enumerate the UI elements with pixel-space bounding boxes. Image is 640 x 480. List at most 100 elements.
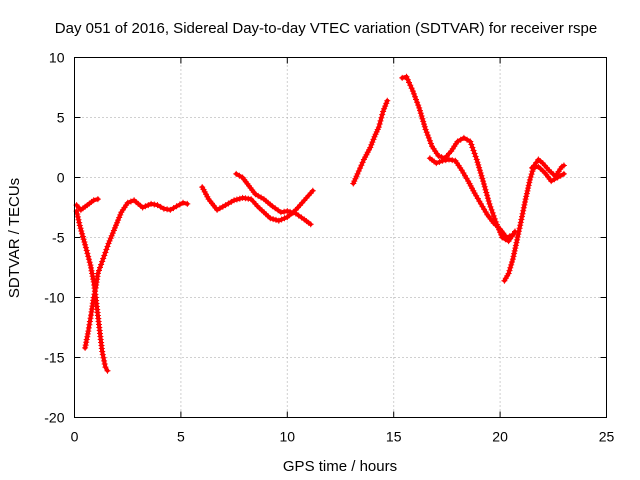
data-point <box>446 156 452 163</box>
data-point <box>88 267 95 274</box>
data-point <box>522 196 529 203</box>
data-point <box>236 172 243 179</box>
y-tick-label: -10 <box>44 290 64 306</box>
tick-labels: 0 5 10 15 20 25 10 5 0 -5 -10 -15 -20 <box>44 50 614 445</box>
data-point <box>488 206 495 213</box>
grid <box>74 57 607 418</box>
data-point <box>167 206 174 213</box>
data-point <box>74 213 81 220</box>
data-point <box>382 103 389 110</box>
data-point <box>358 162 365 169</box>
data-point <box>233 196 240 203</box>
data-point <box>378 114 385 121</box>
data-point <box>435 152 442 159</box>
data-point <box>85 256 92 263</box>
data-point <box>270 216 277 223</box>
data-point <box>442 157 449 164</box>
data-point <box>412 93 418 100</box>
data-point <box>526 179 533 186</box>
data-point <box>425 134 432 141</box>
data-point <box>457 136 464 143</box>
chart-title: Day 051 of 2016, Sidereal Day-to-day VTE… <box>55 20 597 37</box>
data-point <box>85 253 92 260</box>
data-point <box>142 203 149 210</box>
data-point <box>512 245 519 252</box>
data-point <box>548 178 555 185</box>
data-point <box>506 267 513 274</box>
data-point <box>102 249 109 256</box>
data-point <box>368 141 375 148</box>
data-point <box>399 74 406 81</box>
x-tick-label: 25 <box>599 429 615 445</box>
data-point <box>359 159 366 166</box>
data-point <box>417 107 423 114</box>
data-point <box>525 185 532 192</box>
data-point <box>74 211 81 217</box>
data-point <box>505 270 512 277</box>
data-point <box>522 199 528 205</box>
data-point <box>480 181 487 187</box>
plot-frame <box>74 57 607 418</box>
data-point <box>357 165 364 172</box>
data-point <box>418 113 425 119</box>
data-point <box>415 102 422 109</box>
data-point <box>78 228 85 234</box>
data-point <box>307 221 314 228</box>
data-point <box>508 261 515 268</box>
data-point <box>403 73 410 80</box>
data-point <box>464 136 471 143</box>
data-point <box>528 171 535 178</box>
data-point <box>519 210 526 217</box>
data-point <box>104 243 111 250</box>
data-point <box>483 189 490 196</box>
data-point <box>478 172 485 179</box>
y-tick-label: -20 <box>44 410 64 426</box>
data-point <box>523 190 530 197</box>
data-point <box>96 267 102 274</box>
data-point <box>421 121 427 128</box>
series-markers-8 <box>426 155 516 241</box>
data-point <box>480 178 487 185</box>
data-point <box>484 192 491 199</box>
data-point <box>103 246 110 253</box>
data-point <box>422 126 429 133</box>
data-point <box>81 239 88 245</box>
data-point <box>439 157 446 164</box>
data-point <box>380 108 387 115</box>
data-point <box>509 232 516 239</box>
data-point <box>101 252 108 259</box>
data-point <box>417 110 424 117</box>
data-point <box>86 259 93 266</box>
data-point <box>427 140 434 147</box>
data-point <box>484 195 491 202</box>
data-point <box>521 201 528 208</box>
data-point <box>127 198 134 205</box>
data-point <box>527 174 534 180</box>
series-markers-3 <box>82 197 191 351</box>
data-point <box>467 138 474 145</box>
data-point <box>384 97 391 104</box>
data-point <box>414 99 421 106</box>
data-point <box>469 144 476 151</box>
data-point <box>86 318 93 325</box>
data-point <box>460 134 467 141</box>
x-tick-label: 10 <box>280 429 296 445</box>
data-point <box>281 215 288 222</box>
data-point <box>76 222 83 229</box>
data-point <box>470 147 477 154</box>
x-tick-label: 0 <box>71 429 79 445</box>
data-point <box>503 234 510 241</box>
data-point <box>139 204 146 211</box>
data-point <box>510 253 517 260</box>
data-point <box>560 170 567 177</box>
data-point <box>117 211 124 218</box>
data-point <box>485 198 492 204</box>
data-point <box>487 203 494 210</box>
data-point <box>97 264 103 271</box>
data-point <box>100 255 107 262</box>
data-point <box>83 336 90 343</box>
y-tick-label: -5 <box>52 230 65 246</box>
data-point <box>82 344 89 351</box>
data-point <box>104 367 111 374</box>
